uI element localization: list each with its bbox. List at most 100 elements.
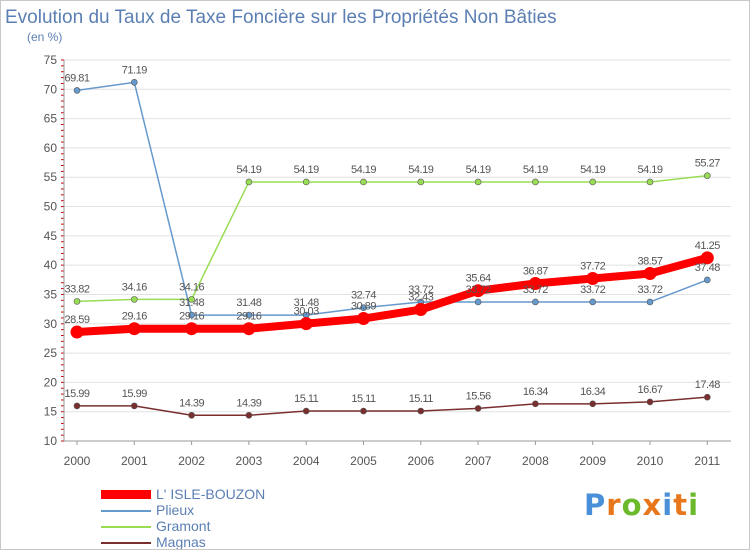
data-label: 32.74 [351,290,376,302]
data-point [70,325,84,339]
x-tick-label: 2004 [293,454,320,468]
y-tick-label: 70 [44,82,58,96]
data-label: 16.34 [580,386,605,398]
data-label: 15.99 [64,388,89,400]
data-point [188,311,195,319]
legend-label: Plieux [156,502,195,518]
y-tick-label: 25 [44,346,58,360]
y-tick-label: 50 [44,200,58,214]
y-tick-label: 60 [44,141,58,155]
data-point [245,311,253,319]
axes: 10 15 20 25 30 35 40 45 50 55 60 65 70 75 2000 2001 2002… [44,53,731,468]
data-point [646,178,654,186]
data-label: 54.19 [637,164,662,176]
legend-swatch [101,526,151,528]
data-label: 54.19 [580,164,605,176]
data-label: 15.99 [122,388,147,400]
data-point [474,298,482,306]
data-point [646,398,654,406]
data-label: 30.03 [294,306,319,318]
data-point [360,407,367,415]
series-line [76,174,709,303]
data-label: 54.19 [294,164,319,176]
x-tick-label: 2002 [178,454,205,468]
plot-background [64,60,731,441]
y-tick-label: 75 [44,53,58,67]
data-label: 15.11 [351,393,376,405]
y-tick-label: 20 [44,375,58,389]
data-label: 33.82 [64,283,89,295]
data-label: 29.16 [179,311,204,323]
data-point [188,296,195,303]
x-tick-label: 2011 [694,454,720,468]
y-tick-label: 10 [44,434,58,448]
data-label: 33.72 [408,284,433,296]
data-point [474,178,482,186]
data-label: 55.27 [695,158,720,170]
legend-swatch [101,542,151,544]
data-label: 16.67 [637,384,662,396]
data-point [73,402,81,410]
x-tick-label: 2003 [236,454,263,468]
unit-label: (en %) [27,30,63,44]
data-point [703,393,711,401]
x-tick-label: 2010 [637,454,664,468]
y-tick-label: 45 [44,229,58,243]
data-point [414,303,428,317]
data-point [471,284,485,298]
data-point [245,411,253,419]
data-label: 15.11 [294,393,319,405]
data-label: 38.57 [637,256,662,268]
data-label: 28.59 [64,314,89,326]
data-label: 31.48 [179,297,204,309]
data-point [131,79,138,86]
data-label: 37.72 [580,261,605,273]
data-point [417,178,425,186]
x-tick-label: 2007 [465,454,492,468]
data-label: 14.39 [179,397,204,409]
legend-item: Gramont [101,518,341,535]
data-label: 32.43 [408,292,433,304]
data-labels-layer: 28.59 29.16 29.16 29.16 30.03 30.89 32.43 35.64… [64,64,720,409]
data-point [131,402,138,410]
legend-item: Magnas [101,534,341,550]
series-line [76,81,709,316]
data-label: 34.16 [179,281,204,293]
y-tick-label: 55 [44,170,58,184]
data-point [643,267,657,281]
data-point [528,277,542,291]
data-label: 31.48 [294,297,319,309]
data-label: 54.19 [351,164,376,176]
data-label: 35.64 [466,273,491,285]
data-label: 15.11 [409,393,434,405]
y-tick-label: 15 [44,405,58,419]
data-point [589,400,597,408]
data-label: 71.19 [122,64,147,76]
x-tick-label: 2008 [522,454,549,468]
legend-label: Magnas [156,534,206,550]
data-point [185,322,199,336]
y-tick-label: 35 [44,287,58,301]
x-tick-label: 2001 [121,454,148,468]
data-point [417,407,425,415]
data-label: 54.19 [408,164,433,176]
x-tick-label: 2005 [350,454,377,468]
chart-title: Evolution du Taux de Taxe Foncière sur l… [5,7,557,28]
brand-logo: Proxiti [584,488,700,522]
gridlines [64,59,731,442]
y-tick-label: 30 [44,317,58,331]
data-label: 54.19 [236,164,261,176]
data-point [532,400,539,408]
data-label: 30.89 [351,301,376,313]
x-tick-label: 2009 [579,454,606,468]
series-line [73,253,712,337]
data-point [302,407,310,415]
data-point [302,178,310,186]
data-label: 34.16 [122,281,147,293]
legend: L' ISLE-BOUZON Plieux Gramont Magnas [101,486,341,550]
data-label: 33.72 [523,284,548,296]
data-point [532,178,539,186]
data-point [245,178,253,186]
